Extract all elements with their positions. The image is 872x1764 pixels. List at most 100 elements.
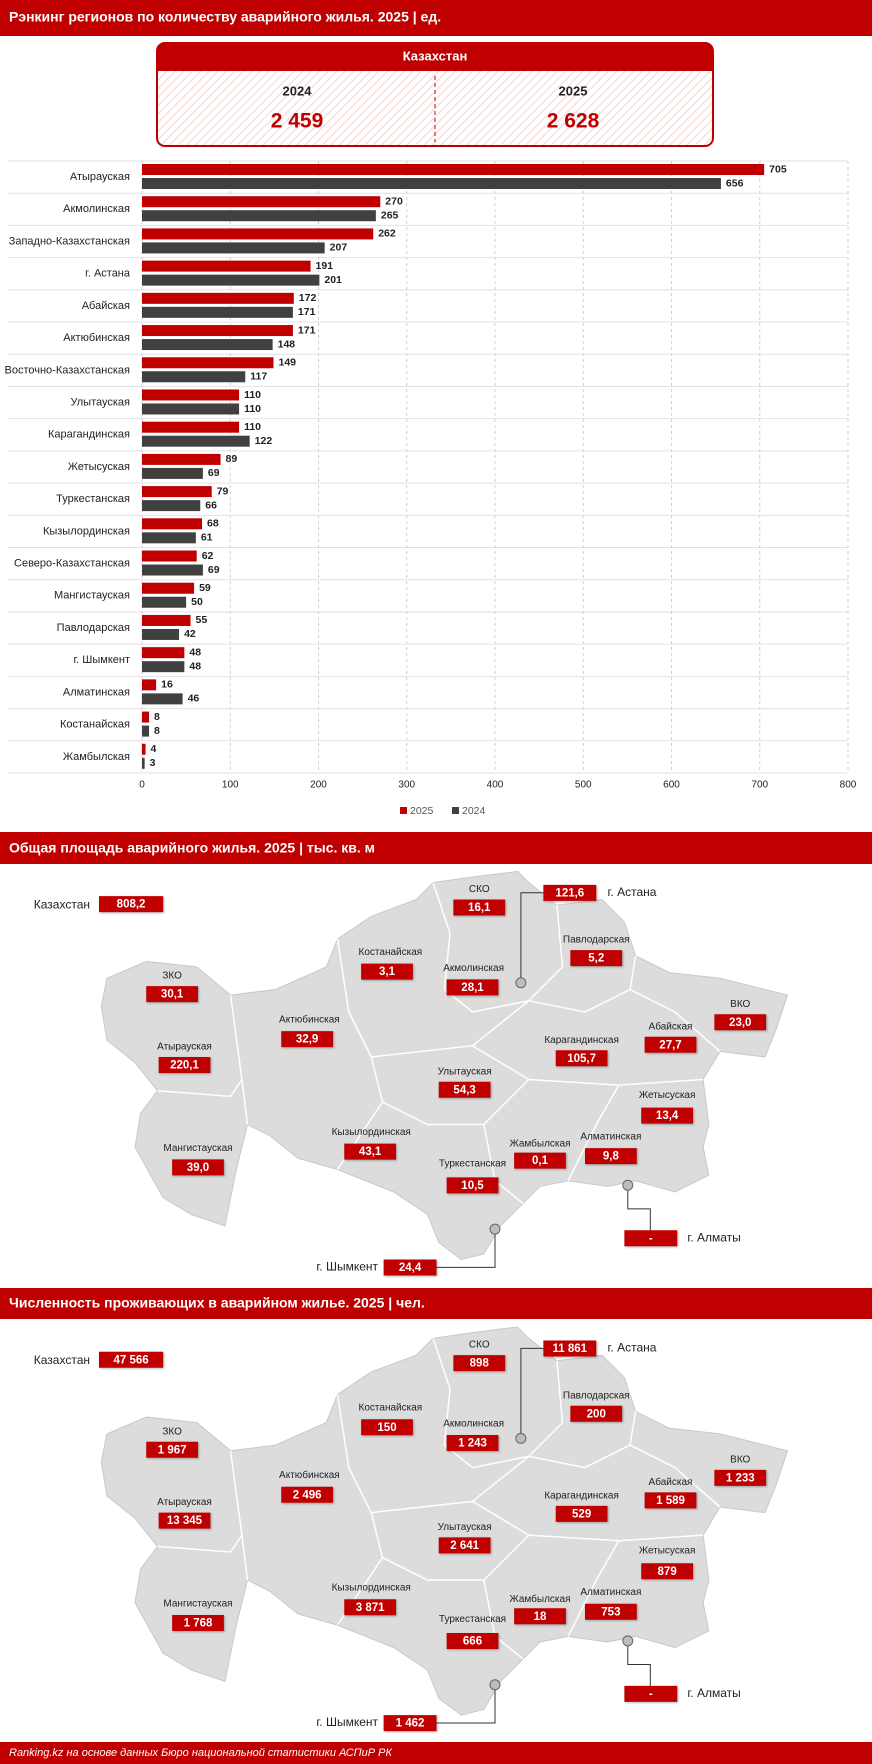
city-marker bbox=[489, 1679, 501, 1691]
data-label: 68 bbox=[207, 518, 219, 530]
y-tick-label: Павлодарская bbox=[57, 622, 130, 634]
bar bbox=[142, 743, 146, 755]
region-value: 5,2 bbox=[588, 953, 604, 965]
connector bbox=[627, 1185, 651, 1231]
region-value: 879 bbox=[658, 1566, 677, 1578]
y-tick-label: Восточно-Казахстанская bbox=[4, 364, 130, 376]
summary-year: 2025 bbox=[559, 83, 588, 98]
region-border bbox=[432, 1338, 564, 1469]
bar bbox=[142, 564, 203, 576]
region-value: 30,1 bbox=[161, 989, 184, 1001]
value-box bbox=[624, 1230, 678, 1247]
bar bbox=[142, 306, 293, 318]
region-border bbox=[629, 1444, 721, 1508]
region-name: г. Шымкент bbox=[316, 1715, 378, 1729]
region-value: 666 bbox=[463, 1636, 482, 1648]
bar bbox=[142, 389, 240, 401]
y-tick-label: Улытауская bbox=[71, 396, 131, 408]
bar bbox=[142, 196, 381, 208]
data-label: 69 bbox=[208, 467, 220, 479]
region-value: 9,8 bbox=[603, 1151, 620, 1163]
region-name: Акмолинская bbox=[443, 1418, 504, 1429]
summary-value: 2 628 bbox=[547, 110, 600, 133]
region-value: 32,9 bbox=[296, 1034, 318, 1046]
y-tick-label: Акмолинская bbox=[63, 203, 130, 215]
bar bbox=[142, 421, 240, 433]
region-name: Мангистауская bbox=[163, 1598, 232, 1609]
bar bbox=[142, 292, 294, 304]
region-value: 529 bbox=[572, 1508, 591, 1520]
region-value: 3,1 bbox=[379, 966, 396, 978]
bar bbox=[142, 518, 203, 530]
region-value: 28,1 bbox=[461, 982, 484, 994]
value-box bbox=[281, 1031, 333, 1048]
value-box bbox=[585, 1148, 637, 1165]
region-value: 2 496 bbox=[293, 1489, 322, 1501]
city-marker bbox=[515, 977, 527, 989]
data-label: 62 bbox=[202, 550, 214, 562]
value-box bbox=[383, 1259, 437, 1276]
value-box bbox=[446, 1633, 499, 1649]
region-value: 0,1 bbox=[532, 1155, 549, 1167]
region-name: Карагандинская bbox=[544, 1490, 619, 1501]
region-border bbox=[157, 1534, 243, 1553]
region-name: Актюбинская bbox=[279, 1469, 340, 1481]
data-label: 705 bbox=[769, 163, 787, 175]
region-name: Жамбылская bbox=[510, 1137, 571, 1149]
bar bbox=[142, 550, 197, 562]
value-box bbox=[281, 1486, 333, 1503]
data-label: 171 bbox=[298, 324, 316, 336]
bar bbox=[142, 757, 145, 769]
value-box bbox=[453, 1355, 506, 1372]
value-box bbox=[570, 950, 623, 967]
y-tick-label: Абайская bbox=[82, 300, 130, 312]
x-tick-label: 700 bbox=[751, 780, 768, 791]
connector bbox=[436, 1684, 496, 1724]
data-label: 110 bbox=[244, 389, 261, 401]
bar bbox=[142, 582, 195, 594]
data-label: 122 bbox=[255, 435, 273, 447]
value-box bbox=[146, 1441, 198, 1458]
value-box bbox=[514, 1608, 566, 1625]
x-tick-label: 0 bbox=[139, 780, 145, 791]
legend-label: 2025 bbox=[410, 805, 434, 817]
region-value: 808,2 bbox=[117, 899, 146, 911]
region-value: - bbox=[649, 1688, 653, 1700]
value-box bbox=[514, 1152, 566, 1169]
region-name: ВКО bbox=[730, 1454, 750, 1465]
region-value: 1 462 bbox=[396, 1718, 425, 1730]
region-name: г. Алматы bbox=[687, 1230, 740, 1244]
region-value: 121,6 bbox=[555, 887, 584, 899]
value-box bbox=[146, 986, 198, 1003]
region-border bbox=[629, 988, 721, 1052]
region-value: 11 861 bbox=[553, 1343, 588, 1355]
region-name: Мангистауская bbox=[163, 1143, 232, 1154]
value-box bbox=[570, 1405, 623, 1422]
region-value: 43,1 bbox=[359, 1146, 382, 1158]
bar bbox=[142, 210, 376, 222]
value-box bbox=[344, 1143, 396, 1160]
region-value: 27,7 bbox=[659, 1039, 681, 1051]
region-value: 1 589 bbox=[656, 1495, 685, 1507]
region-value: 150 bbox=[377, 1422, 396, 1434]
region-name: Казахстан bbox=[34, 1353, 90, 1367]
summary-band bbox=[157, 43, 713, 71]
region-name: Жетысуская bbox=[639, 1090, 696, 1101]
value-box bbox=[344, 1599, 396, 1616]
value-box bbox=[383, 1715, 437, 1732]
data-label: 149 bbox=[278, 357, 296, 369]
y-tick-label: Атырауская bbox=[70, 171, 130, 183]
region-name: Улытауская bbox=[438, 1066, 492, 1077]
value-box bbox=[446, 979, 499, 996]
bar bbox=[142, 614, 191, 626]
bar bbox=[142, 661, 185, 673]
y-tick-label: Кызылординская bbox=[43, 525, 130, 537]
value-box bbox=[624, 1685, 678, 1702]
data-label: 270 bbox=[385, 195, 403, 207]
region-value: 1 768 bbox=[184, 1618, 213, 1630]
region-name: Алматинская bbox=[580, 1587, 641, 1598]
region-name: Костанайская bbox=[359, 947, 423, 958]
data-label: 59 bbox=[199, 582, 211, 594]
region-border bbox=[382, 1078, 530, 1126]
legend-label: 2024 bbox=[462, 805, 486, 817]
